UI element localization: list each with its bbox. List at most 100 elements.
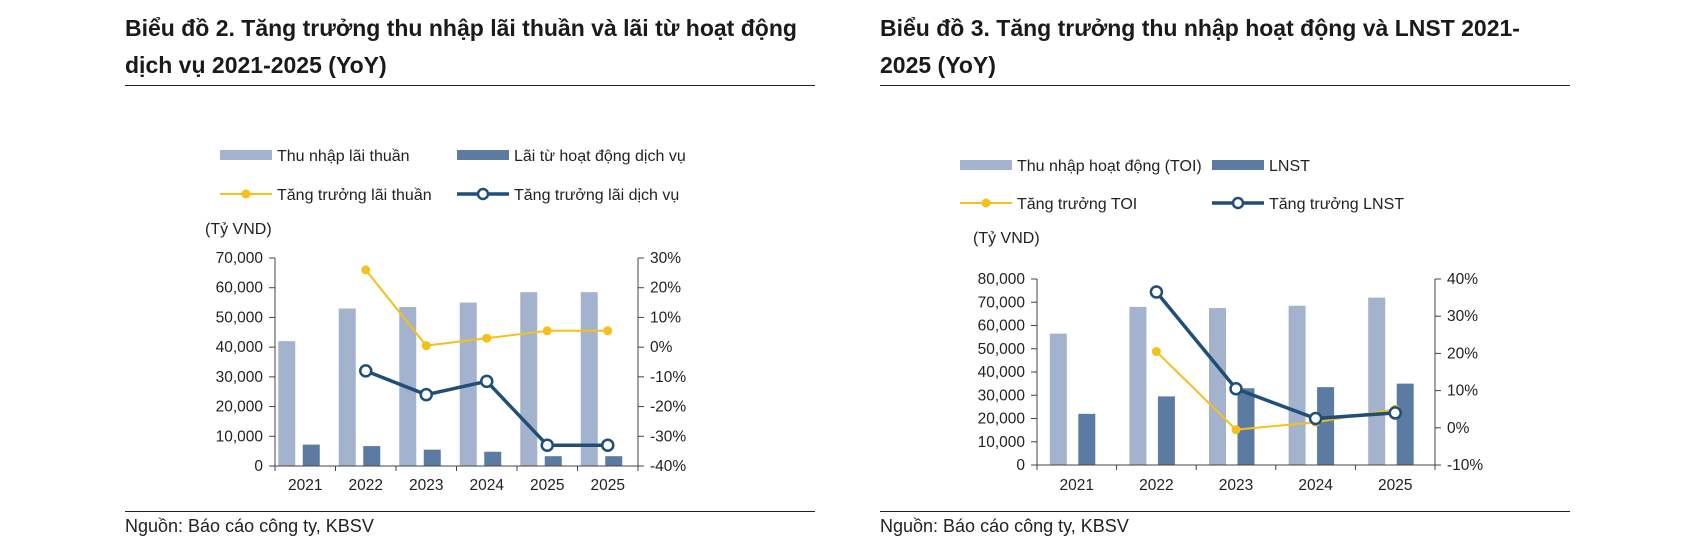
bar: [520, 292, 538, 466]
y-tick-label: 50,000: [978, 341, 1026, 358]
x-tick-label: 2025: [591, 477, 625, 494]
legend-label: Thu nhập hoạt động (TOI): [1017, 158, 1202, 175]
y-tick-label: 70,000: [216, 250, 264, 267]
bar: [484, 451, 502, 466]
y-tick-label: 0: [254, 458, 263, 475]
y2-tick-label: 10%: [1447, 383, 1478, 400]
y2-tick-label: -10%: [650, 369, 686, 386]
legend-label: Thu nhập lãi thuần: [277, 148, 410, 165]
y2-tick-label: 0%: [1447, 420, 1470, 437]
bar: [302, 444, 320, 466]
data-point: [540, 438, 554, 452]
legend-label: Lãi từ hoạt động dịch vụ: [514, 148, 686, 165]
series-line: [1155, 290, 1396, 421]
y-tick-label: 40,000: [978, 364, 1026, 381]
source-rule: [880, 511, 1570, 512]
x-tick-label: 2023: [1219, 477, 1253, 494]
legend-label: Tăng trưởng LNST: [1269, 196, 1404, 213]
bar: [1396, 383, 1414, 465]
legend-swatch: [960, 160, 1012, 170]
y2-tick-label: 20%: [1447, 345, 1478, 362]
bar: [1317, 387, 1335, 465]
legend-label: Tăng trưởng lãi thuần: [277, 187, 432, 204]
x-tick-label: 2022: [349, 477, 383, 494]
legend-label: Tăng trưởng lãi dịch vụ: [514, 187, 679, 204]
y-tick-label: 30,000: [978, 387, 1026, 404]
y2-tick-label: 0%: [650, 339, 673, 356]
axis-unit-label: (Tỷ VND): [205, 221, 272, 238]
x-tick-label: 2022: [1139, 477, 1173, 494]
bar: [363, 446, 381, 466]
legend-label: Tăng trưởng TOI: [1017, 196, 1137, 213]
y2-tick-label: 20%: [650, 280, 681, 297]
legend-marker: [1231, 196, 1245, 210]
y2-tick-label: -10%: [1447, 457, 1483, 474]
title-rule: [880, 85, 1570, 86]
y-tick-label: 60,000: [216, 280, 264, 297]
data-point: [359, 364, 373, 378]
y2-tick-label: -20%: [650, 399, 686, 416]
y-tick-label: 40,000: [216, 339, 264, 356]
legend-swatch: [457, 150, 509, 160]
data-point: [421, 341, 431, 351]
chart-title: Biểu đồ 2. Tăng trưởng thu nhập lãi thuầ…: [125, 15, 797, 78]
bar: [605, 456, 623, 466]
x-tick-label: 2023: [409, 477, 443, 494]
bar: [338, 308, 356, 466]
y-tick-label: 70,000: [978, 294, 1026, 311]
data-point: [419, 387, 433, 402]
legend-swatch: [1212, 160, 1264, 170]
x-tick-label: 2025: [530, 477, 564, 494]
bar: [544, 456, 562, 466]
y2-tick-label: -40%: [650, 458, 686, 475]
chart-svg: (Tỷ VND) 0 10,000 20,000 30,000 40,000 50,000 6…: [205, 148, 686, 494]
legend-marker: [241, 189, 251, 199]
data-point: [1151, 347, 1161, 357]
y-tick-label: 10,000: [978, 434, 1026, 451]
chart-svg: (Tỷ VND) 0 10,000 20,000 30,000 40,000 50,000 6…: [960, 158, 1483, 494]
legend-marker: [476, 187, 490, 201]
data-point: [1308, 411, 1323, 426]
data-point: [1149, 285, 1164, 299]
source-rule: [125, 511, 815, 512]
data-point: [1229, 381, 1243, 396]
y-tick-label: 30,000: [216, 369, 264, 386]
data-point: [601, 438, 615, 452]
y2-tick-label: 30%: [1447, 308, 1478, 325]
x-tick-label: 2025: [1378, 477, 1412, 494]
bar: [1049, 333, 1067, 465]
x-tick-label: 2024: [470, 477, 505, 494]
y2-tick-label: 10%: [650, 309, 681, 326]
data-point: [480, 374, 494, 389]
y-tick-label: 0: [1016, 457, 1025, 474]
bar: [1157, 396, 1175, 465]
y-tick-label: 10,000: [216, 428, 264, 445]
source-note: Nguồn: Báo cáo công ty, KBSV: [880, 516, 1129, 536]
series-line: [1155, 350, 1396, 431]
bar: [423, 449, 441, 466]
x-tick-label: 2024: [1298, 477, 1333, 494]
bar: [278, 341, 296, 466]
bar: [1288, 305, 1306, 465]
bar: [580, 292, 598, 466]
x-tick-label: 2021: [288, 477, 322, 494]
title-rule: [125, 85, 815, 86]
data-point: [1388, 406, 1402, 420]
source-note: Nguồn: Báo cáo công ty, KBSV: [125, 516, 374, 536]
bar: [1368, 297, 1386, 465]
data-point: [603, 326, 613, 336]
y2-tick-label: -30%: [650, 428, 686, 445]
legend-label: LNST: [1269, 158, 1310, 175]
data-point: [542, 326, 552, 336]
axis-unit-label: (Tỷ VND): [973, 230, 1040, 247]
bar: [1078, 413, 1096, 465]
bar: [1129, 306, 1147, 465]
y-tick-label: 50,000: [216, 309, 264, 326]
y-tick-label: 20,000: [978, 411, 1026, 428]
bar: [1237, 388, 1255, 465]
chart-title: Biểu đồ 3. Tăng trưởng thu nhập hoạt độn…: [880, 15, 1520, 78]
y-tick-label: 80,000: [978, 271, 1026, 288]
y2-tick-label: 30%: [650, 250, 681, 267]
legend-marker: [981, 198, 991, 208]
legend-swatch: [220, 150, 272, 160]
